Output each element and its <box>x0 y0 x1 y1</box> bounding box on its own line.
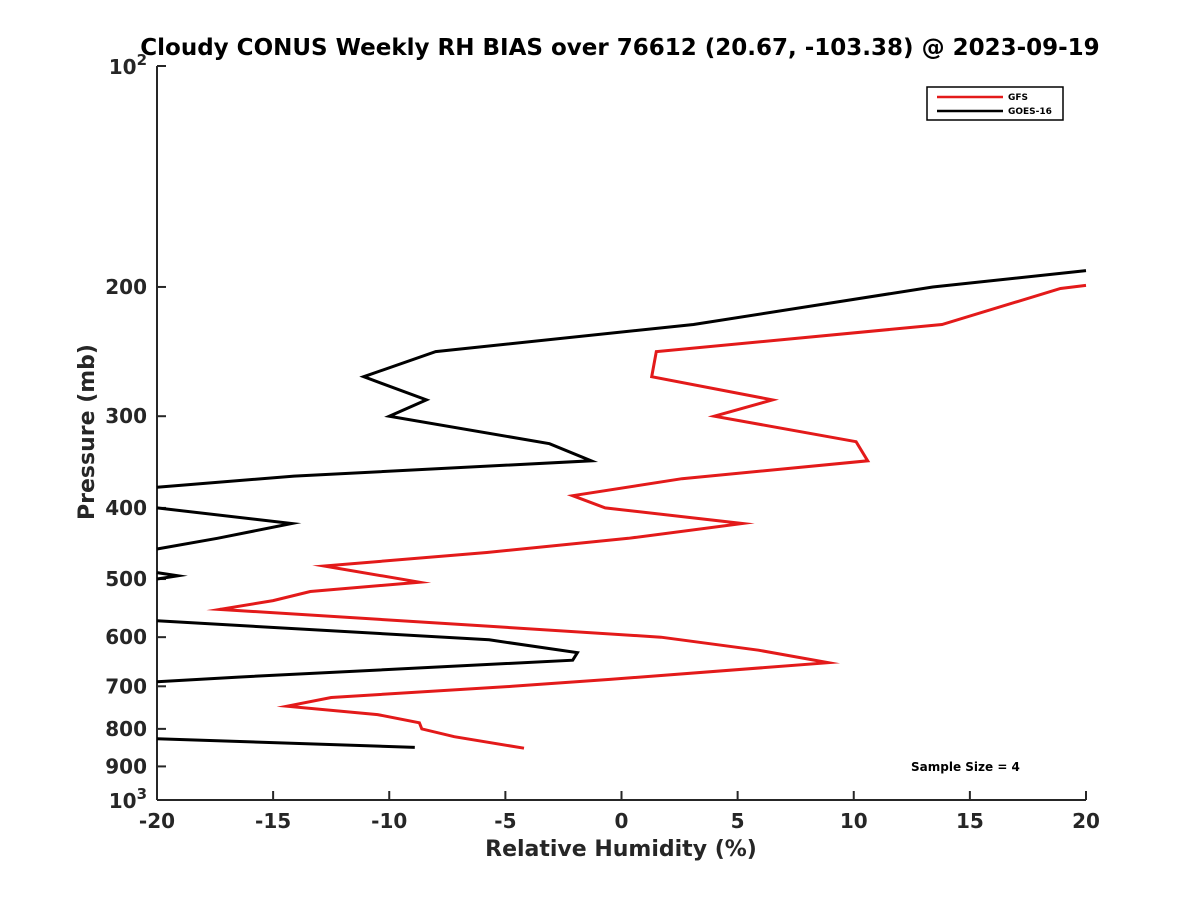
x-tick-label: 5 <box>731 809 745 833</box>
y-tick-label: 300 <box>105 404 147 428</box>
series-line-goes16 <box>156 269 1087 749</box>
legend-label-gfs: GFS <box>1008 93 1028 103</box>
x-tick-label: 0 <box>615 809 629 833</box>
y-tick-label: 800 <box>105 717 147 741</box>
y-limit-label: 103 <box>109 785 147 813</box>
y-tick-label: 600 <box>105 625 147 649</box>
x-axis-label: Relative Humidity (%) <box>485 837 757 862</box>
sample-size-annotation: Sample Size = 4 <box>911 760 1020 774</box>
x-tick-label: -20 <box>139 809 175 833</box>
y-tick-label: 400 <box>105 496 147 520</box>
legend-box <box>926 86 1064 121</box>
legend: GFS GOES-16 <box>926 86 1064 121</box>
x-tick-label: 10 <box>840 809 868 833</box>
y-axis-ticks: 200 300 400 500 600 700 800 900 <box>105 275 166 778</box>
chart-title: Cloudy CONUS Weekly RH BIAS over 76612 (… <box>140 35 1099 61</box>
legend-label-goes16: GOES-16 <box>1008 107 1052 117</box>
x-axis-ticks: -20 -15 -10 -5 0 5 10 15 20 <box>139 791 1100 833</box>
plot-axes <box>156 66 1086 801</box>
series-line-gfs <box>206 283 1087 750</box>
x-tick-label: -15 <box>255 809 291 833</box>
x-tick-label: -10 <box>371 809 407 833</box>
y-tick-label: 900 <box>105 754 147 778</box>
x-tick-label: 20 <box>1072 809 1100 833</box>
x-tick-label: -5 <box>494 809 516 833</box>
y-tick-label: 500 <box>105 567 147 591</box>
x-tick-label: 15 <box>956 809 984 833</box>
y-limit-label: 102 <box>109 51 147 79</box>
y-axis-limit-labels: 102 103 <box>109 51 166 813</box>
series-layer <box>156 269 1087 750</box>
y-tick-label: 700 <box>105 674 147 698</box>
y-axis-label: Pressure (mb) <box>75 344 100 520</box>
y-tick-label: 200 <box>105 275 147 299</box>
